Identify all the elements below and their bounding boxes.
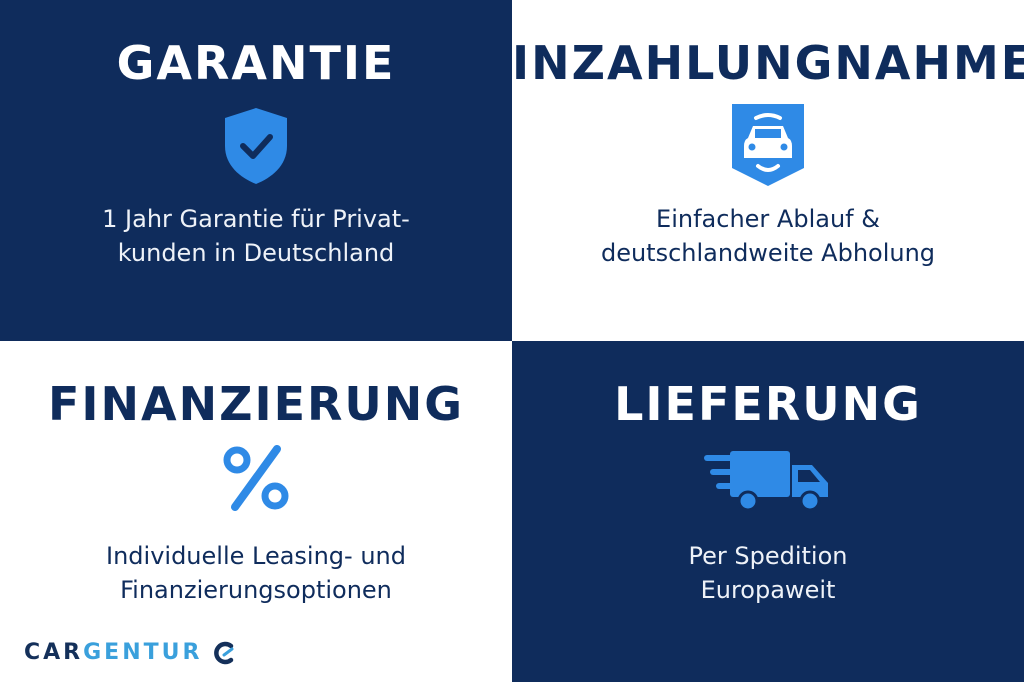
logo-text-car: CAR <box>24 640 84 665</box>
panel-title: LIEFERUNG <box>614 377 922 431</box>
description-line: kunden in Deutschland <box>117 239 395 267</box>
panel-description: Individuelle Leasing- und Finanzierungso… <box>0 539 512 607</box>
panel-title: FINANZIERUNG <box>47 377 465 431</box>
description-line: Finanzierungsoptionen <box>120 576 392 604</box>
panel-garantie: GARANTIE 1 Jahr Garantie für Privat- kun… <box>0 0 512 341</box>
panel-finanzierung: FINANZIERUNG Individuelle Leasing- und F… <box>0 341 512 682</box>
cargentur-c-icon <box>214 641 234 664</box>
panel-inzahlungnahme: INZAHLUNGNAHME Einfacher Ablauf & deutsc… <box>512 0 1024 341</box>
description-line: Individuelle Leasing- und <box>106 542 406 570</box>
panel-title: INZAHLUNGNAHME <box>512 36 1024 90</box>
car-badge-icon <box>728 102 808 192</box>
description-line: 1 Jahr Garantie für Privat- <box>102 205 410 233</box>
panel-lieferung: LIEFERUNG Per Spedition Europaweit <box>512 341 1024 682</box>
description-line: Per Spedition <box>688 542 848 570</box>
description-line: Europaweit <box>700 576 836 604</box>
percent-icon <box>221 445 291 515</box>
cargentur-logo: CAR GENTUR <box>24 640 236 665</box>
description-line: deutschlandweite Abholung <box>600 239 936 267</box>
panel-description: Einfacher Ablauf & deutschlandweite Abho… <box>512 202 1024 270</box>
description-line: Einfacher Ablauf & <box>656 205 880 233</box>
panel-description: 1 Jahr Garantie für Privat- kunden in De… <box>0 202 512 270</box>
delivery-truck-icon <box>704 451 832 517</box>
panel-description: Per Spedition Europaweit <box>512 539 1024 607</box>
logo-text-gentur: GENTUR <box>83 640 203 665</box>
shield-check-icon <box>223 106 289 190</box>
panel-title: GARANTIE <box>116 36 396 90</box>
